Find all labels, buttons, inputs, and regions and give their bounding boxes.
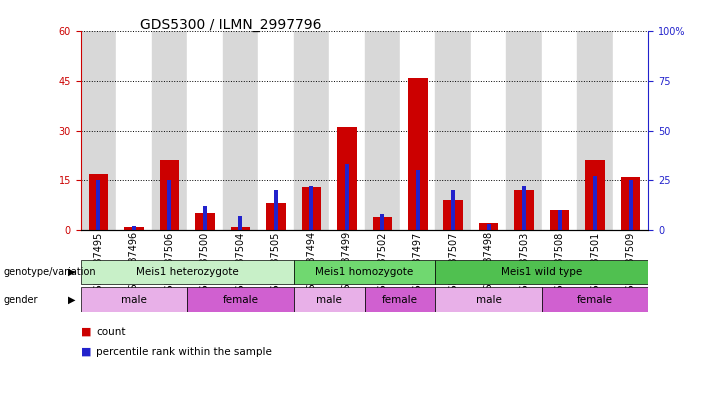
- Bar: [187, 287, 294, 312]
- Bar: [151, 31, 187, 230]
- Bar: [294, 260, 435, 285]
- Bar: [294, 31, 329, 230]
- Bar: [258, 31, 294, 230]
- Bar: [542, 31, 578, 230]
- Bar: [88, 174, 108, 230]
- Text: ▶: ▶: [69, 267, 76, 277]
- Bar: [223, 31, 258, 230]
- Text: Meis1 heterozygote: Meis1 heterozygote: [136, 267, 238, 277]
- Text: male: male: [316, 295, 342, 305]
- Bar: [337, 127, 357, 230]
- Text: female: female: [577, 295, 613, 305]
- Bar: [486, 224, 491, 230]
- Bar: [195, 213, 215, 230]
- Bar: [266, 204, 285, 230]
- Bar: [444, 200, 463, 230]
- Bar: [471, 31, 507, 230]
- Bar: [124, 227, 144, 230]
- Text: Meis1 wild type: Meis1 wild type: [501, 267, 583, 277]
- Bar: [238, 216, 243, 230]
- Bar: [372, 217, 392, 230]
- Text: gender: gender: [4, 295, 38, 305]
- Bar: [301, 187, 321, 230]
- Text: female: female: [382, 295, 418, 305]
- Bar: [479, 223, 498, 230]
- Text: genotype/variation: genotype/variation: [4, 267, 96, 277]
- Bar: [435, 31, 471, 230]
- Bar: [160, 160, 179, 230]
- Bar: [116, 31, 151, 230]
- Bar: [273, 190, 278, 230]
- Bar: [557, 210, 562, 230]
- Bar: [345, 164, 349, 230]
- Bar: [168, 180, 172, 230]
- Bar: [400, 31, 435, 230]
- Bar: [585, 160, 605, 230]
- Bar: [550, 210, 569, 230]
- Text: count: count: [96, 327, 125, 337]
- Bar: [132, 226, 136, 230]
- Bar: [96, 180, 100, 230]
- Text: ▶: ▶: [69, 295, 76, 305]
- Bar: [365, 287, 435, 312]
- Bar: [506, 31, 542, 230]
- Bar: [451, 190, 456, 230]
- Text: male: male: [121, 295, 147, 305]
- Text: Meis1 homozygote: Meis1 homozygote: [315, 267, 414, 277]
- Text: percentile rank within the sample: percentile rank within the sample: [96, 347, 272, 357]
- Bar: [593, 176, 597, 230]
- Bar: [309, 186, 313, 230]
- Bar: [380, 214, 384, 230]
- Bar: [365, 31, 400, 230]
- Bar: [329, 31, 365, 230]
- Bar: [578, 31, 613, 230]
- Text: ■: ■: [81, 327, 91, 337]
- Bar: [294, 287, 365, 312]
- Bar: [81, 260, 294, 285]
- Bar: [515, 190, 534, 230]
- Bar: [621, 177, 641, 230]
- Text: GDS5300 / ILMN_2997796: GDS5300 / ILMN_2997796: [140, 18, 322, 32]
- Bar: [416, 171, 420, 230]
- Text: ■: ■: [81, 347, 91, 357]
- Bar: [435, 287, 542, 312]
- Bar: [231, 227, 250, 230]
- Text: male: male: [476, 295, 502, 305]
- Bar: [81, 287, 187, 312]
- Bar: [435, 260, 648, 285]
- Bar: [203, 206, 207, 230]
- Bar: [81, 31, 116, 230]
- Bar: [629, 180, 633, 230]
- Bar: [613, 31, 648, 230]
- Bar: [522, 186, 526, 230]
- Text: female: female: [222, 295, 258, 305]
- Bar: [187, 31, 223, 230]
- Bar: [542, 287, 648, 312]
- Bar: [408, 78, 428, 230]
